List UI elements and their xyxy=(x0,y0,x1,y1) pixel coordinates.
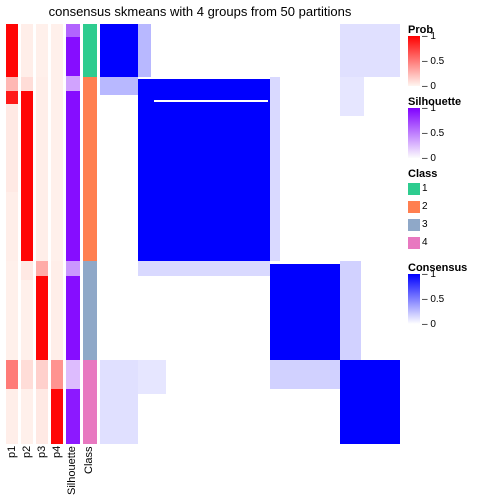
heatmap-block xyxy=(138,77,270,262)
legend-gradient xyxy=(408,274,420,324)
class-swatch-label: 2 xyxy=(422,201,428,212)
annot-col-p4 xyxy=(51,24,63,444)
heatmap-block xyxy=(270,77,281,262)
annot-col-p1 xyxy=(6,24,18,444)
heatmap-block xyxy=(100,77,138,96)
heatmap-block xyxy=(138,24,152,77)
heatmap-block xyxy=(100,24,138,77)
legend-silhouette: Silhouette– 1– 0.5– 0 xyxy=(408,96,502,158)
class-swatch-label: 3 xyxy=(422,219,428,230)
legends-panel: Prob– 1– 0.5– 0 Silhouette– 1– 0.5– 0 Clas… xyxy=(408,24,502,334)
legend-consensus: Consensus– 1– 0.5– 0 xyxy=(408,262,502,324)
legend-prob: Prob– 1– 0.5– 0 xyxy=(408,24,502,86)
legend-gradient xyxy=(408,108,420,158)
heatmap-block xyxy=(270,360,341,389)
annot-col-p3 xyxy=(36,24,48,444)
class-swatch-label: 1 xyxy=(422,183,428,194)
xlabel-p3: p3 xyxy=(36,446,48,502)
class-swatch xyxy=(408,183,420,195)
xlabel-silhouette: Silhouette xyxy=(66,446,80,502)
heatmap-block xyxy=(340,24,400,77)
annot-col-class xyxy=(83,24,97,444)
xlabel-p4: p4 xyxy=(51,446,63,502)
heatmap-block xyxy=(138,360,167,394)
legend-class: Class 1 2 3 4 xyxy=(408,168,502,252)
class-swatch xyxy=(408,237,420,249)
annotation-x-labels: p1p2p3p4SilhouetteClass xyxy=(6,446,97,502)
heatmap-block xyxy=(138,261,270,276)
heatmap-block xyxy=(270,261,341,360)
heatmap-block xyxy=(340,360,400,444)
annot-col-silhouette xyxy=(66,24,80,444)
heatmap-block xyxy=(340,261,361,360)
xlabel-p1: p1 xyxy=(6,446,18,502)
class-swatch xyxy=(408,201,420,213)
heatmap-block xyxy=(340,77,364,117)
class-swatch-label: 4 xyxy=(422,237,428,248)
xlabel-p2: p2 xyxy=(21,446,33,502)
consensus-heatmap xyxy=(100,24,400,444)
heatmap-block xyxy=(100,360,138,444)
legend-gradient xyxy=(408,36,420,86)
class-swatch xyxy=(408,219,420,231)
xlabel-class: Class xyxy=(83,446,97,502)
legend-title: Class xyxy=(408,168,502,180)
chart-title: consensus skmeans with 4 groups from 50 … xyxy=(0,4,400,19)
annot-col-p2 xyxy=(21,24,33,444)
annotation-columns xyxy=(6,24,97,444)
